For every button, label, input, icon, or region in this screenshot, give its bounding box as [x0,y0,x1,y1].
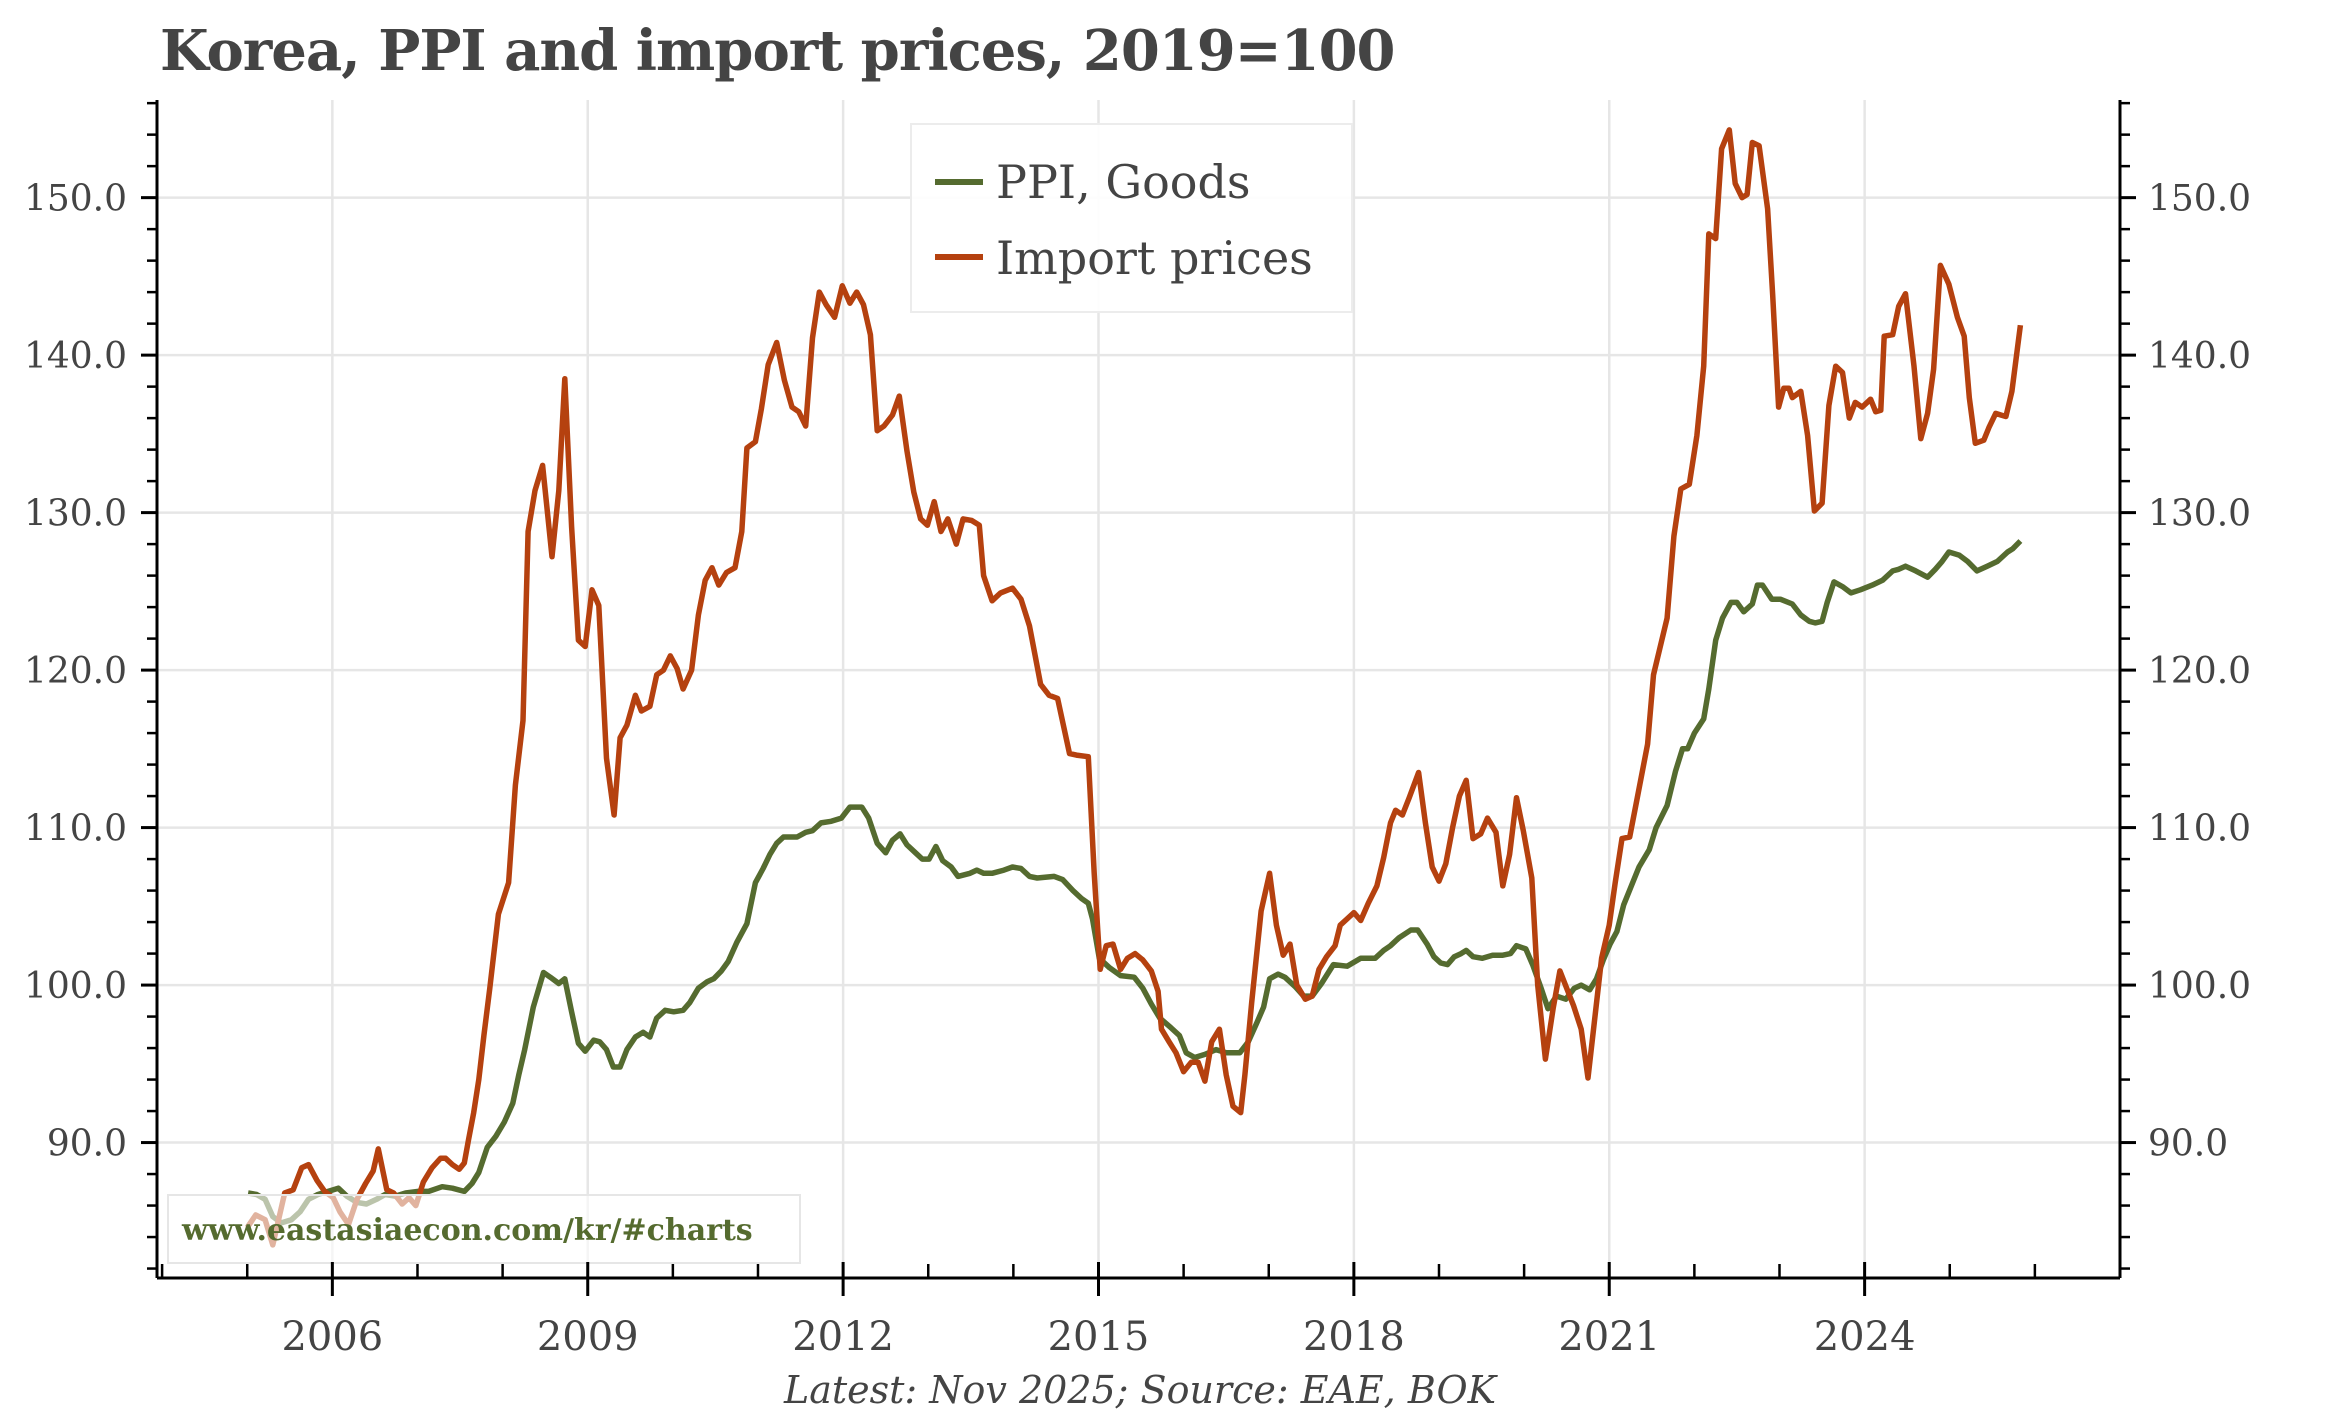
y-tick-label-right: 110.0 [2148,809,2251,850]
x-tick-label: 2015 [1048,1314,1150,1360]
y-tick-label-left: 150.0 [24,179,127,220]
y-tick-label-left: 140.0 [24,336,127,377]
y-tick-label-right: 130.0 [2148,494,2251,535]
legend-box [910,123,1353,313]
y-axis-left-labels: 90.0 100.0 110.0 120.0 130.0 140.0 150.0 [24,179,127,1165]
x-tick-label: 2018 [1303,1314,1405,1360]
y-tick-label-left: 130.0 [24,494,127,535]
y-tick-label-right: 120.0 [2148,651,2251,692]
legend-label-ppi: PPI, Goods [996,155,1251,209]
watermark: www.eastasiaecon.com/kr/#charts [167,1194,801,1264]
series-lines [244,127,2024,1248]
x-tick-label: 2024 [1814,1314,1916,1360]
legend-label-import: Import prices [996,231,1313,285]
x-tick-label: 2006 [281,1314,383,1360]
watermark-box [167,1194,801,1264]
chart-footer: Latest: Nov 2025; Source: EAE, BOK [783,1368,1497,1412]
x-tick-label: 2021 [1558,1314,1660,1360]
y-tick-label-right: 150.0 [2148,179,2251,220]
series-line-import-prices [244,127,2024,1248]
watermark-text[interactable]: www.eastasiaecon.com/kr/#charts [181,1213,753,1248]
legend: PPI, Goods Import prices [910,123,1353,313]
y-axis-right-labels: 90.0 100.0 110.0 120.0 130.0 140.0 150.0 [2148,179,2251,1165]
x-tick-label: 2012 [792,1314,894,1360]
y-tick-label-right: 90.0 [2148,1124,2228,1165]
y-tick-label-left: 90.0 [47,1124,127,1165]
y-tick-label-right: 140.0 [2148,336,2251,377]
x-axis-labels: 2006 2009 2012 2015 2018 2021 2024 [281,1314,1915,1360]
axes [141,100,2136,1296]
series-line-ppi-goods [247,539,2023,1226]
y-tick-label-left: 100.0 [24,966,127,1007]
x-tick-label: 2009 [537,1314,639,1360]
y-tick-label-left: 120.0 [24,651,127,692]
y-tick-label-right: 100.0 [2148,966,2251,1007]
chart-title: Korea, PPI and import prices, 2019=100 [160,18,1396,84]
y-tick-label-left: 110.0 [24,809,127,850]
